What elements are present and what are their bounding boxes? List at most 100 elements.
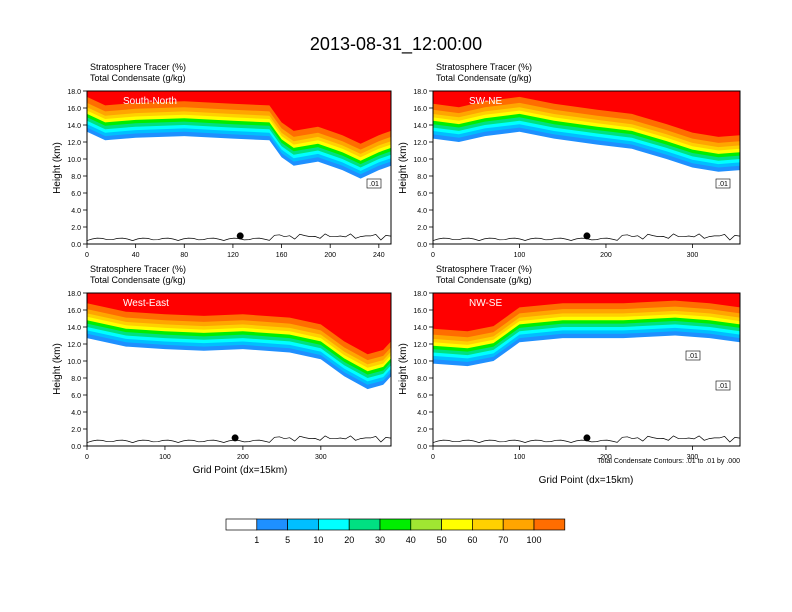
x-tick-label: 0 — [431, 454, 435, 461]
y-tick-label: 16.0 — [67, 106, 81, 113]
plot-frame — [432, 90, 741, 245]
contour-label-box — [715, 380, 731, 391]
y-tick-label: 8.0 — [417, 174, 427, 181]
panel-label: NW-SE — [469, 298, 502, 309]
header-tracer: Stratosphere Tracer (%) — [90, 264, 186, 274]
figure-title: 2013-08-31_12:00:00 — [310, 34, 482, 55]
tracer-band-10 — [433, 293, 740, 332]
y-tick-label: 6.0 — [71, 393, 81, 400]
panel-3: West-East 0.0 2.0 4.0 6.0 8.0 10.0 12.0 14.0 16.0… — [67, 291, 392, 461]
colorbar-label: 30 — [375, 535, 385, 545]
x-tick-label: 120 — [227, 252, 239, 259]
panel-4: NW-SE .01 .01 0.0 2.0 4.0 6.0 8.0 10.0 12.0 14.0 16… — [413, 291, 741, 461]
contour-label: .01 — [369, 181, 379, 188]
y-tick-label: 2.0 — [417, 427, 427, 434]
colorbar-label: 5 — [285, 535, 290, 545]
y-tick-label: 10.0 — [413, 157, 427, 164]
colorbar-label: 60 — [467, 535, 477, 545]
contour-label-box — [685, 350, 701, 361]
y-tick-label: 18.0 — [413, 291, 427, 298]
contour-label-box — [366, 178, 382, 189]
x-tick-label: 300 — [687, 252, 699, 259]
colorbar-segment — [225, 518, 258, 531]
colorbar-segment — [410, 518, 442, 531]
colorbar-segment — [379, 518, 412, 531]
tracer-band-10 — [433, 91, 740, 137]
x-tick-label: 0 — [431, 252, 435, 259]
y-tick-label: 12.0 — [413, 140, 427, 147]
header-condensate: Total Condensate (g/kg) — [90, 73, 186, 83]
contour-label: .01 — [688, 353, 698, 360]
colorbar-label: 40 — [406, 535, 416, 545]
x-tick-label: 100 — [514, 454, 526, 461]
y-tick-label: 12.0 — [67, 342, 81, 349]
y-tick-label: 12.0 — [413, 342, 427, 349]
y-tick-label: 18.0 — [413, 89, 427, 96]
contour-note: Total Condensate Contours: .01 to .01 by… — [597, 458, 740, 465]
y-tick-label: 12.0 — [67, 140, 81, 147]
x-tick-label: 0 — [85, 252, 89, 259]
y-axis-label-1: Height (km) — [52, 142, 63, 194]
y-tick-label: 10.0 — [413, 359, 427, 366]
colorbar-segment — [441, 518, 473, 531]
plot-area — [433, 293, 740, 446]
y-tick-label: 8.0 — [71, 376, 81, 383]
y-tick-label: 6.0 — [417, 393, 427, 400]
y-tick-label: 2.0 — [417, 225, 427, 232]
y-tick-label: 14.0 — [67, 325, 81, 332]
y-tick-label: 10.0 — [67, 359, 81, 366]
y-tick-label: 0.0 — [417, 242, 427, 249]
x-tick-label: 200 — [324, 252, 336, 259]
x-tick-label: 80 — [180, 252, 188, 259]
panel-header-2: Stratosphere Tracer (%) Total Condensate… — [436, 62, 532, 83]
x-tick-label: 100 — [159, 454, 171, 461]
y-axis-label-3: Height (km) — [52, 343, 63, 395]
location-marker — [583, 232, 591, 240]
y-tick-label: 0.0 — [71, 444, 81, 451]
x-tick-label: 240 — [373, 252, 385, 259]
panel-label: SW-NE — [469, 96, 502, 107]
x-tick-label: 200 — [600, 454, 612, 461]
panel-label: South-North — [123, 96, 177, 107]
x-tick-label: 300 — [315, 454, 327, 461]
colorbar-label: 20 — [344, 535, 354, 545]
y-tick-label: 6.0 — [417, 191, 427, 198]
plot-frame — [86, 90, 392, 245]
panels: South-North .01 0.0 2.0 4.0 6.0 8.0 10.0 12.0 14.… — [67, 89, 741, 461]
header-tracer: Stratosphere Tracer (%) — [436, 62, 532, 72]
x-tick-label: 0 — [85, 454, 89, 461]
panel-header-4: Stratosphere Tracer (%) Total Condensate… — [436, 264, 532, 285]
colorbar-label: 70 — [498, 535, 508, 545]
panel-label: West-East — [123, 298, 169, 309]
colorbar-segment — [318, 518, 350, 531]
y-tick-label: 8.0 — [417, 376, 427, 383]
x-axis-label-3: Grid Point (dx=15km) — [193, 465, 288, 476]
y-tick-label: 8.0 — [71, 174, 81, 181]
panel-1: South-North .01 0.0 2.0 4.0 6.0 8.0 10.0 12.0 14.… — [67, 89, 392, 259]
y-tick-label: 6.0 — [71, 191, 81, 198]
panel-2: SW-NE .01 0.0 2.0 4.0 6.0 8.0 10.0 12.0 14.0 16.0 1… — [413, 89, 741, 259]
header-tracer: Stratosphere Tracer (%) — [436, 264, 532, 274]
y-tick-label: 4.0 — [417, 410, 427, 417]
y-tick-label: 0.0 — [417, 444, 427, 451]
contour-label: .01 — [718, 383, 728, 390]
y-tick-label: 4.0 — [71, 410, 81, 417]
colorbar: 1 5 10 20 30 40 50 60 70 100 — [225, 518, 566, 545]
contour-label-box — [715, 178, 731, 189]
x-tick-label: 40 — [132, 252, 140, 259]
colorbar-segment — [256, 518, 288, 531]
x-tick-label: 200 — [237, 454, 249, 461]
header-condensate: Total Condensate (g/kg) — [90, 275, 186, 285]
colorbar-segment — [533, 518, 566, 531]
plot-area — [87, 91, 391, 244]
colorbar-label: 1 — [254, 535, 259, 545]
x-tick-label: 160 — [276, 252, 288, 259]
y-tick-label: 18.0 — [67, 291, 81, 298]
contour-label: .01 — [718, 181, 728, 188]
x-tick-label: 100 — [514, 252, 526, 259]
header-condensate: Total Condensate (g/kg) — [436, 73, 532, 83]
plot-area — [87, 293, 391, 446]
panel-header-3: Stratosphere Tracer (%) Total Condensate… — [90, 264, 186, 285]
y-tick-label: 16.0 — [413, 106, 427, 113]
